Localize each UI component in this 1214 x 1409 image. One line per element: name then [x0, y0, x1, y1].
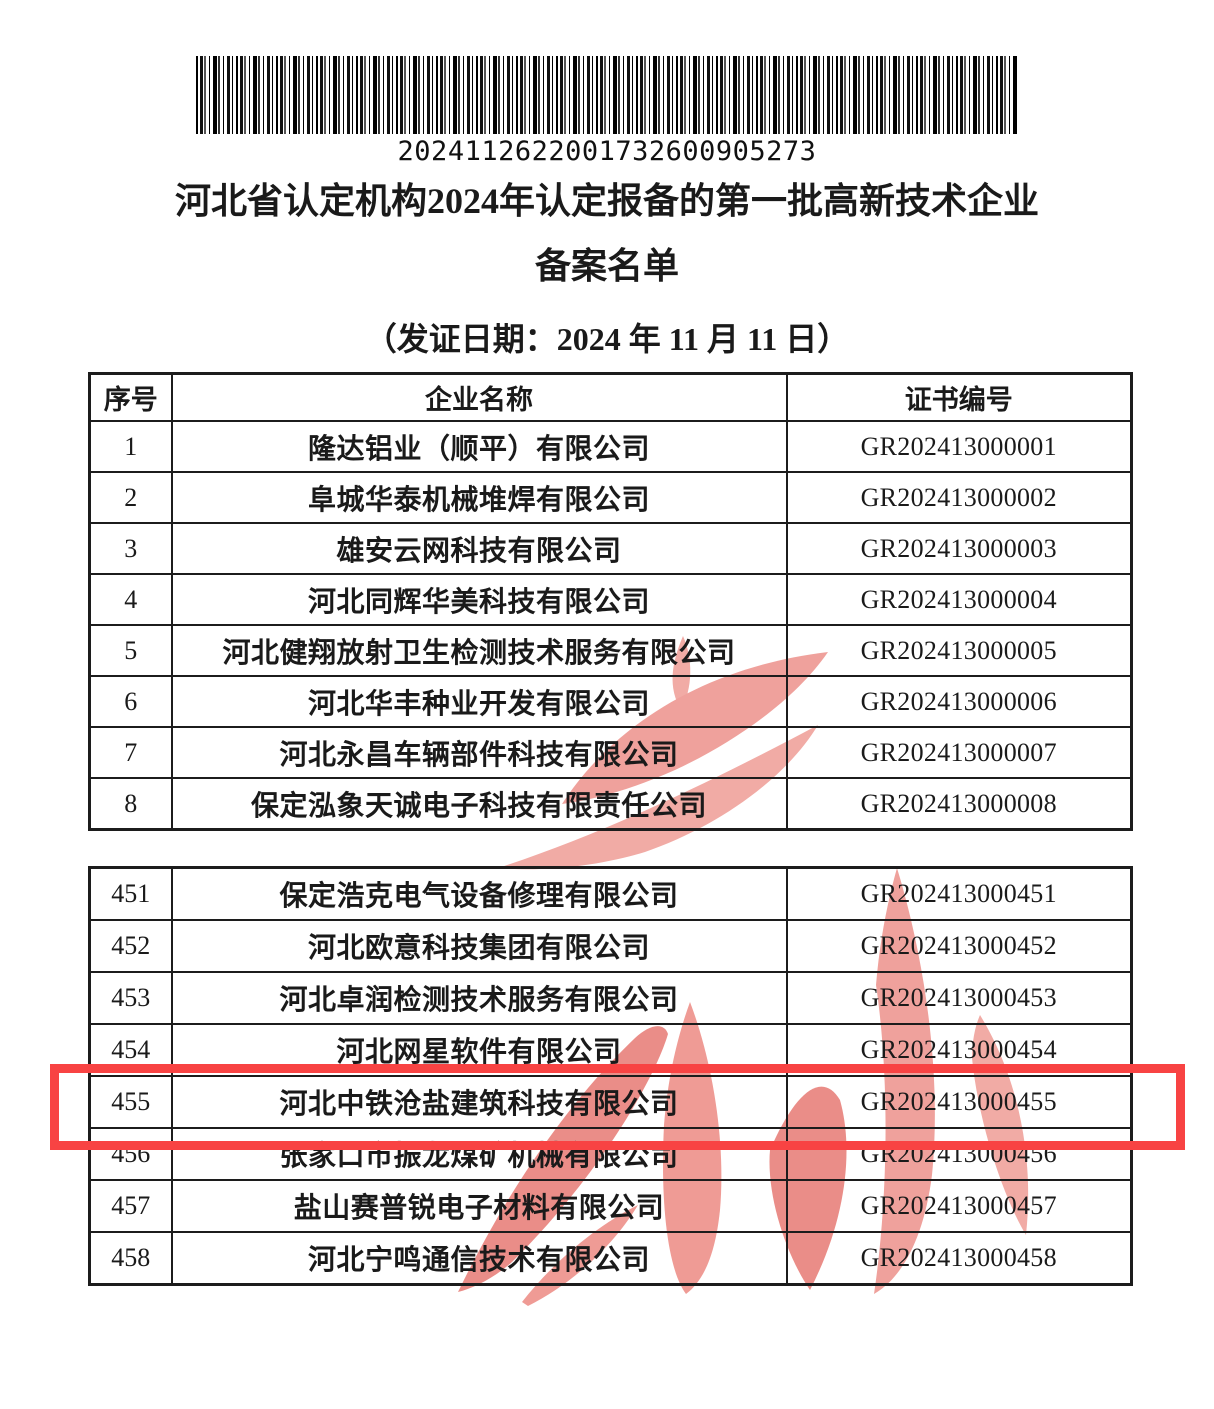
row-no: 5: [88, 624, 173, 677]
row-company: 河北卓润检测技术服务有限公司: [170, 971, 788, 1025]
header-cert: 证书编号: [785, 372, 1133, 422]
row-no: 4: [88, 573, 173, 626]
table-row-highlighted: 455 河北中铁沧盐建筑科技有限公司 GR202413000455: [88, 1075, 1133, 1129]
table-row: 457 盐山赛普锐电子材料有限公司 GR202413000457: [88, 1179, 1133, 1233]
table-row: 7 河北永昌车辆部件科技有限公司 GR202413000007: [88, 726, 1133, 779]
row-cert: GR202413000457: [785, 1179, 1133, 1233]
row-cert: GR202413000005: [785, 624, 1133, 677]
row-no: 458: [88, 1231, 173, 1286]
row-cert: GR202413000452: [785, 919, 1133, 973]
barcode: [196, 56, 1018, 134]
row-no: 7: [88, 726, 173, 779]
company-table-section-2: 451 保定浩克电气设备修理有限公司 GR202413000451 452 河北…: [88, 866, 1133, 1286]
row-cert: GR202413000455: [785, 1075, 1133, 1129]
row-cert: GR202413000003: [785, 522, 1133, 575]
document-title-line1: 河北省认定机构2024年认定报备的第一批高新技术企业: [174, 181, 1039, 221]
row-cert: GR202413000008: [785, 777, 1133, 831]
table-row: 4 河北同辉华美科技有限公司 GR202413000004: [88, 573, 1133, 626]
company-table-section-1: 序号 企业名称 证书编号 1 隆达铝业（顺平）有限公司 GR2024130000…: [88, 372, 1133, 831]
row-no: 8: [88, 777, 173, 831]
document-title-line2: 备案名单: [534, 246, 679, 286]
row-company: 河北欧意科技集团有限公司: [170, 919, 788, 973]
row-no: 451: [88, 866, 173, 921]
row-company: 保定泓象天诚电子科技有限责任公司: [170, 777, 788, 831]
row-company: 河北宁鸣通信技术有限公司: [170, 1231, 788, 1286]
barcode-number: 2024112622001732600905273: [397, 136, 817, 167]
row-company: 河北华丰种业开发有限公司: [170, 675, 788, 728]
row-no: 3: [88, 522, 173, 575]
table-row: 451 保定浩克电气设备修理有限公司 GR202413000451: [88, 866, 1133, 921]
row-no: 2: [88, 471, 173, 524]
table-row: 453 河北卓润检测技术服务有限公司 GR202413000453: [88, 971, 1133, 1025]
row-company: 隆达铝业（顺平）有限公司: [170, 420, 788, 473]
table-row: 6 河北华丰种业开发有限公司 GR202413000006: [88, 675, 1133, 728]
row-no: 457: [88, 1179, 173, 1233]
row-no: 455: [88, 1075, 173, 1129]
row-company: 雄安云网科技有限公司: [170, 522, 788, 575]
table-row: 8 保定泓象天诚电子科技有限责任公司 GR202413000008: [88, 777, 1133, 831]
row-company: 张家口市振龙煤矿机械有限公司: [170, 1127, 788, 1181]
row-company: 河北永昌车辆部件科技有限公司: [170, 726, 788, 779]
row-company: 保定浩克电气设备修理有限公司: [170, 866, 788, 921]
row-cert: GR202413000001: [785, 420, 1133, 473]
row-cert: GR202413000006: [785, 675, 1133, 728]
highlight-box-row-455: [50, 1064, 1185, 1150]
row-no: 1: [88, 420, 173, 473]
table-row: 452 河北欧意科技集团有限公司 GR202413000452: [88, 919, 1133, 973]
table-header-row: 序号 企业名称 证书编号: [88, 372, 1133, 422]
row-no: 452: [88, 919, 173, 973]
header-company: 企业名称: [170, 372, 788, 422]
row-no: 6: [88, 675, 173, 728]
row-company: 河北健翔放射卫生检测技术服务有限公司: [170, 624, 788, 677]
row-company: 盐山赛普锐电子材料有限公司: [170, 1179, 788, 1233]
table-row: 3 雄安云网科技有限公司 GR202413000003: [88, 522, 1133, 575]
header-no: 序号: [88, 372, 173, 422]
row-cert: GR202413000458: [785, 1231, 1133, 1286]
issue-date-line: （发证日期：2024 年 11 月 11 日）: [364, 321, 850, 357]
row-company: 阜城华泰机械堆焊有限公司: [170, 471, 788, 524]
row-cert: GR202413000451: [785, 866, 1133, 921]
table-row: 2 阜城华泰机械堆焊有限公司 GR202413000002: [88, 471, 1133, 524]
table-row: 5 河北健翔放射卫生检测技术服务有限公司 GR202413000005: [88, 624, 1133, 677]
row-company: 河北中铁沧盐建筑科技有限公司: [170, 1075, 788, 1129]
table-row: 1 隆达铝业（顺平）有限公司 GR202413000001: [88, 420, 1133, 473]
row-cert: GR202413000002: [785, 471, 1133, 524]
table-row: 458 河北宁鸣通信技术有限公司 GR202413000458: [88, 1231, 1133, 1286]
row-cert: GR202413000004: [785, 573, 1133, 626]
row-cert: GR202413000007: [785, 726, 1133, 779]
row-company: 河北同辉华美科技有限公司: [170, 573, 788, 626]
row-no: 453: [88, 971, 173, 1025]
row-cert: GR202413000453: [785, 971, 1133, 1025]
